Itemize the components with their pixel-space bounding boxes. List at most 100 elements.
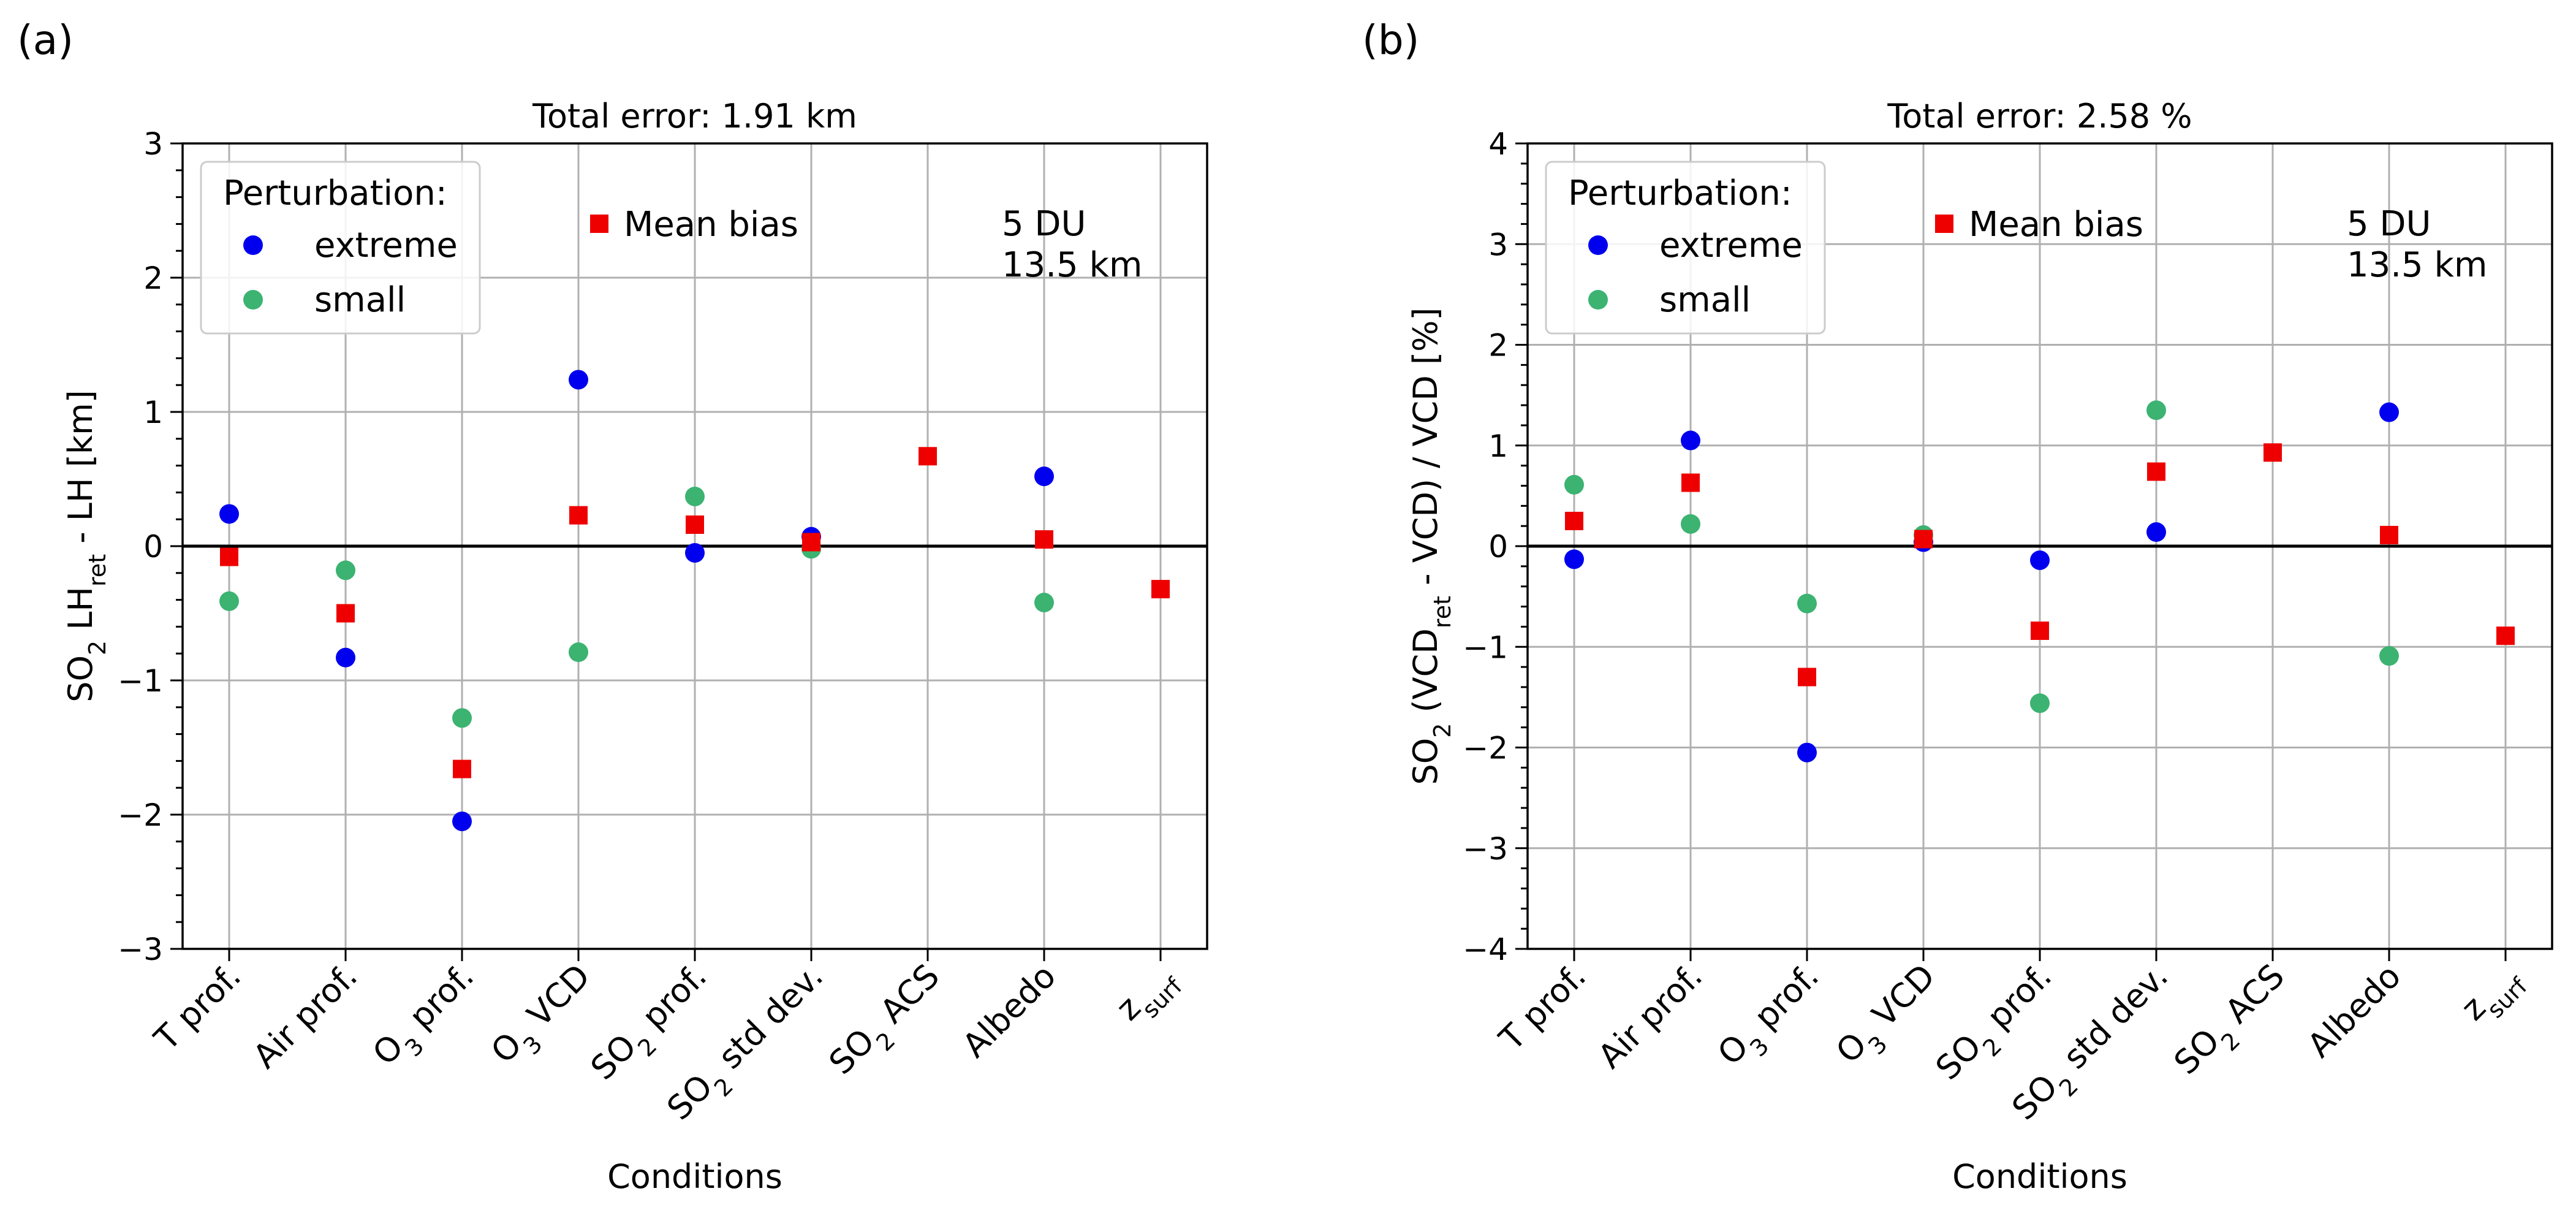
legend-marker-extreme: [243, 235, 263, 255]
legend-box: [200, 161, 481, 335]
x-tick-label: T prof.: [1491, 957, 1593, 1059]
y-tick-label: −2: [118, 797, 163, 833]
x-tick-label: zsurf: [1108, 956, 1188, 1036]
small-point: [1034, 592, 1054, 612]
small-point: [2030, 693, 2050, 713]
small-point: [569, 642, 588, 663]
y-tick-label: −3: [118, 932, 163, 967]
extreme-point: [2030, 550, 2050, 570]
extreme-point: [2146, 522, 2166, 542]
small-point: [219, 591, 239, 611]
legend-label-extreme: extreme: [1659, 226, 1803, 265]
y-tick-label: −3: [1463, 831, 1508, 867]
x-tick-label: zsurf: [2453, 956, 2533, 1036]
mean-bias-point: [2496, 626, 2515, 645]
x-axis-label: Conditions: [607, 1157, 782, 1196]
legend-label-extreme: extreme: [314, 226, 458, 265]
small-point: [685, 486, 705, 506]
legend-label-mean-bias: Mean bias: [624, 205, 798, 245]
x-tick-label: SO2 prof.: [1928, 957, 2067, 1095]
annotation-line2: 13.5 km: [1002, 245, 1142, 285]
x-tick-label: Albedo: [955, 957, 1064, 1065]
y-tick-label: 3: [143, 126, 163, 162]
x-axis-label: Conditions: [1952, 1157, 2127, 1196]
y-tick-label: 4: [1488, 126, 1508, 162]
x-tick-label: O3 prof.: [1710, 957, 1834, 1081]
extreme-point: [1681, 430, 1700, 451]
chart-title: Total error: 1.91 km: [532, 97, 857, 135]
mean-bias-point: [2380, 525, 2398, 544]
annotation-line2: 13.5 km: [2347, 245, 2487, 285]
y-tick-label: −1: [118, 663, 163, 699]
annotation-line1: 5 DU: [2347, 204, 2431, 244]
extreme-point: [569, 370, 588, 390]
mean-bias-point: [453, 759, 471, 778]
chart-title: Total error: 2.58 %: [1887, 97, 2192, 135]
y-tick-label: 1: [1488, 428, 1508, 464]
y-axis-label: SO2 LHret - LH [km]: [61, 390, 111, 702]
y-tick-label: 2: [1488, 328, 1508, 363]
x-tick-label: T prof.: [146, 957, 248, 1059]
mean-bias-point: [802, 533, 820, 552]
legend-marker-mean-bias: [1935, 215, 1953, 233]
x-tick-label: O3 prof.: [365, 957, 489, 1081]
mean-bias-point: [686, 515, 704, 534]
mean-bias-point: [2031, 621, 2049, 640]
plot-frame: [1526, 142, 2553, 950]
y-tick-label: 1: [143, 395, 163, 430]
mean-bias-point: [919, 447, 937, 466]
legend-marker-small: [243, 290, 263, 310]
mean-bias-point: [1681, 473, 1700, 492]
y-tick-label: 0: [143, 529, 163, 565]
mean-bias-point: [2263, 443, 2282, 462]
small-point: [452, 708, 472, 728]
panel-label: (b): [1362, 17, 1419, 64]
x-tick-label: Air prof.: [246, 957, 365, 1076]
legend-label-mean-bias: Mean bias: [1969, 205, 2143, 245]
legend-label-small: small: [314, 280, 406, 320]
extreme-point: [219, 504, 239, 524]
extreme-point: [685, 542, 705, 563]
chart-panel-b: (b) −4 −3 −2 −1 0 1 2 3 4 T prof.Air prof. O3 prof.…: [1362, 17, 2553, 1196]
x-tick-label: SO2 ACS: [822, 957, 955, 1090]
extreme-point: [336, 647, 355, 668]
extreme-point: [1564, 549, 1584, 569]
annotation-line1: 5 DU: [1002, 204, 1086, 244]
y-tick-label: 2: [143, 261, 163, 296]
x-tick-label: Albedo: [2300, 957, 2409, 1065]
mean-bias-point: [1914, 530, 1933, 549]
y-tick-label: −4: [1463, 932, 1508, 967]
mean-bias-point: [220, 547, 238, 566]
mean-bias-point: [1565, 511, 1583, 530]
y-tick-label: 0: [1488, 529, 1508, 565]
mean-bias-point: [336, 604, 355, 623]
mean-bias-point: [1151, 580, 1170, 599]
mean-bias-point: [2147, 462, 2165, 481]
small-point: [1797, 593, 1817, 614]
legend-marker-extreme: [1588, 235, 1608, 255]
small-point: [1681, 514, 1700, 534]
y-tick-label: −2: [1463, 731, 1508, 766]
legend-box: [1545, 161, 1826, 335]
legend-marker-small: [1588, 290, 1608, 310]
small-point: [2146, 400, 2166, 420]
extreme-point: [452, 811, 472, 831]
y-tick-label: 3: [1488, 227, 1508, 262]
extreme-point: [2379, 402, 2399, 422]
y-tick-label: −1: [1463, 630, 1508, 665]
small-point: [1564, 474, 1584, 495]
mean-bias-point: [1035, 530, 1053, 549]
x-tick-label: SO2 ACS: [2167, 957, 2300, 1090]
x-tick-label: Air prof.: [1591, 957, 1710, 1076]
small-point: [336, 560, 355, 580]
y-axis-label: SO2 (VCDret - VCD) / VCD [%]: [1406, 308, 1456, 785]
panel-label: (a): [17, 17, 74, 64]
mean-bias-point: [1798, 668, 1816, 687]
legend-title: Perturbation:: [1568, 173, 1792, 213]
small-point: [2379, 646, 2399, 666]
mean-bias-point: [569, 506, 588, 525]
plot-frame: [181, 142, 1208, 950]
x-tick-label: SO2 prof.: [583, 957, 722, 1095]
